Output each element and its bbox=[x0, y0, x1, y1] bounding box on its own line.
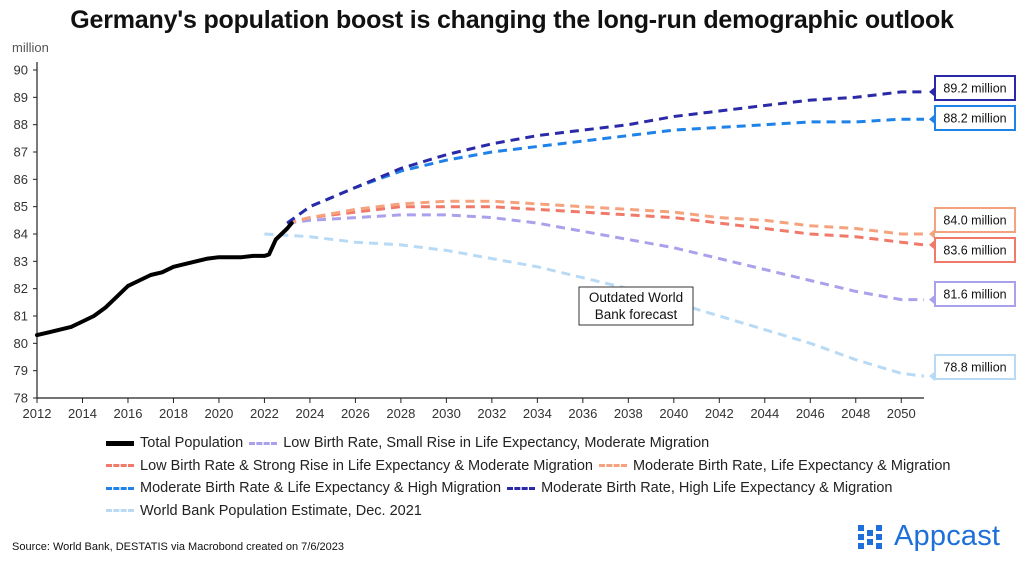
callout-box bbox=[934, 354, 1016, 380]
annotation-box: Outdated World Bank forecast bbox=[578, 286, 694, 326]
legend-label: Moderate Birth Rate, Life Expectancy & M… bbox=[632, 457, 951, 474]
appcast-logo-icon bbox=[858, 524, 882, 549]
callout-pointer bbox=[929, 294, 935, 305]
legend-label: Moderate Birth Rate, High Life Expectanc… bbox=[541, 480, 893, 497]
series-line-3 bbox=[286, 199, 924, 236]
legend-swatch bbox=[598, 464, 627, 468]
appcast-logo-text: Appcast bbox=[894, 520, 1001, 552]
callout-pointer bbox=[929, 371, 935, 382]
callout-label: 84.0 million bbox=[943, 214, 1006, 228]
x-tick-label: 2034 bbox=[523, 406, 552, 421]
series-line-0 bbox=[35, 221, 294, 338]
y-tick-label: 78 bbox=[14, 391, 28, 406]
x-tick-label: 2042 bbox=[705, 406, 734, 421]
legend-item: Moderate Birth Rate, High Life Expectanc… bbox=[507, 480, 892, 496]
callout-pointer bbox=[929, 86, 935, 97]
line-chart: million 78 79 80 81 82 83 84 85 86 87 88 89 90 2012 20… bbox=[12, 40, 1016, 422]
legend-label: World Bank Population Estimate, Dec. 202… bbox=[140, 502, 422, 519]
legend-swatch bbox=[106, 464, 134, 468]
legend-swatch bbox=[249, 441, 278, 445]
callout-box bbox=[934, 281, 1016, 307]
legend-item: Moderate Birth Rate, Life Expectancy & M… bbox=[598, 457, 951, 474]
x-tick-label: 2026 bbox=[341, 406, 370, 421]
legend-label: Low Birth Rate, Small Rise in Life Expec… bbox=[283, 435, 710, 452]
x-tick-label: 2016 bbox=[114, 406, 143, 421]
x-tick-label: 2014 bbox=[68, 406, 97, 421]
callout-box bbox=[934, 237, 1016, 263]
x-tick-label: 2024 bbox=[295, 406, 324, 421]
y-tick-label: 82 bbox=[14, 281, 28, 296]
appcast-logo: Appcast bbox=[858, 520, 1000, 553]
chart-title: Germany's population boost is changing t… bbox=[70, 6, 954, 34]
y-tick-label: 79 bbox=[14, 363, 28, 378]
legend-label: Moderate Birth Rate & Life Expectancy & … bbox=[140, 480, 502, 497]
y-tick-label: 81 bbox=[14, 309, 28, 324]
callout-box bbox=[934, 75, 1016, 101]
series-line-1 bbox=[287, 213, 924, 302]
legend-swatch bbox=[106, 440, 134, 446]
y-tick-label: 89 bbox=[14, 90, 28, 105]
x-tick-label: 2022 bbox=[250, 406, 279, 421]
callout-pointer bbox=[929, 239, 935, 250]
x-tick-label: 2044 bbox=[750, 406, 779, 421]
tick-labels: 78 79 80 81 82 83 84 85 86 87 88 89 90 2012 2014 2016 20… bbox=[14, 63, 916, 422]
x-tick-label: 2050 bbox=[887, 406, 916, 421]
annotation-line-2: Bank forecast bbox=[595, 307, 678, 322]
legend-swatch bbox=[106, 509, 134, 513]
callout-label: 88.2 million bbox=[943, 112, 1006, 126]
legend-swatch bbox=[507, 486, 536, 490]
series-lines bbox=[35, 90, 925, 378]
y-tick-label: 86 bbox=[14, 172, 28, 187]
y-tick-label: 87 bbox=[14, 145, 28, 160]
callout-box bbox=[934, 207, 1016, 233]
legend-item: Moderate Birth Rate & Life Expectancy & … bbox=[106, 480, 501, 496]
legend-swatch bbox=[106, 486, 134, 490]
x-tick-label: 2038 bbox=[614, 406, 643, 421]
x-tick-label: 2028 bbox=[386, 406, 415, 421]
legend-row: Low Birth Rate & Strong Rise in Life Exp… bbox=[106, 455, 966, 478]
legend-row: Total Population Low Birth Rate, Small Ri… bbox=[106, 432, 966, 455]
series-line-5 bbox=[286, 90, 924, 225]
legend-item: Low Birth Rate, Small Rise in Life Expec… bbox=[249, 435, 709, 451]
annotation-frame bbox=[578, 286, 694, 326]
x-tick-label: 2036 bbox=[568, 406, 597, 421]
legend-label: Low Birth Rate & Strong Rise in Life Exp… bbox=[140, 457, 593, 474]
x-tick-label: 2032 bbox=[477, 406, 506, 421]
legend-label: Total Population bbox=[140, 435, 244, 452]
y-tick-label: 80 bbox=[14, 336, 28, 351]
x-tick-label: 2040 bbox=[659, 406, 688, 421]
y-tick-label: 83 bbox=[14, 254, 28, 269]
legend-item: Total Population bbox=[106, 435, 243, 451]
x-tick-label: 2018 bbox=[159, 406, 188, 421]
y-tick-label: 88 bbox=[14, 117, 28, 132]
callout-label: 78.8 million bbox=[943, 361, 1006, 375]
legend: Total Population Low Birth Rate, Small Ri… bbox=[106, 432, 966, 522]
callout-pointer bbox=[929, 229, 935, 239]
end-value-callouts: 89.2 million 88.2 million 84.0 million 83.6… bbox=[929, 75, 1016, 382]
series-line-2 bbox=[286, 205, 925, 247]
x-tick-label: 2012 bbox=[23, 406, 52, 421]
y-tick-label: 85 bbox=[14, 199, 28, 214]
legend-item: Low Birth Rate & Strong Rise in Life Exp… bbox=[106, 458, 593, 474]
y-tick-label: 90 bbox=[14, 63, 28, 78]
source-note: Source: World Bank, DESTATIS via Macrobo… bbox=[12, 541, 345, 553]
axes bbox=[36, 62, 924, 399]
callout-label: 89.2 million bbox=[943, 82, 1006, 96]
annotation-line-1: Outdated World bbox=[589, 290, 683, 305]
x-tick-label: 2046 bbox=[796, 406, 825, 421]
legend-item: World Bank Population Estimate, Dec. 202… bbox=[106, 503, 422, 519]
callout-pointer bbox=[929, 114, 935, 125]
y-tick-label: 84 bbox=[14, 227, 28, 242]
x-tick-label: 2030 bbox=[432, 406, 461, 421]
legend-row: Moderate Birth Rate & Life Expectancy & … bbox=[106, 477, 966, 500]
x-tick-label: 2048 bbox=[841, 406, 870, 421]
series-line-4 bbox=[286, 117, 924, 225]
legend-row: World Bank Population Estimate, Dec. 202… bbox=[106, 500, 966, 523]
callout-label: 83.6 million bbox=[943, 244, 1006, 258]
series-line-6 bbox=[264, 232, 925, 378]
callout-label: 81.6 million bbox=[943, 288, 1006, 302]
callout-box bbox=[934, 105, 1016, 131]
x-tick-label: 2020 bbox=[204, 406, 233, 421]
y-axis-unit-label: million bbox=[12, 40, 49, 55]
